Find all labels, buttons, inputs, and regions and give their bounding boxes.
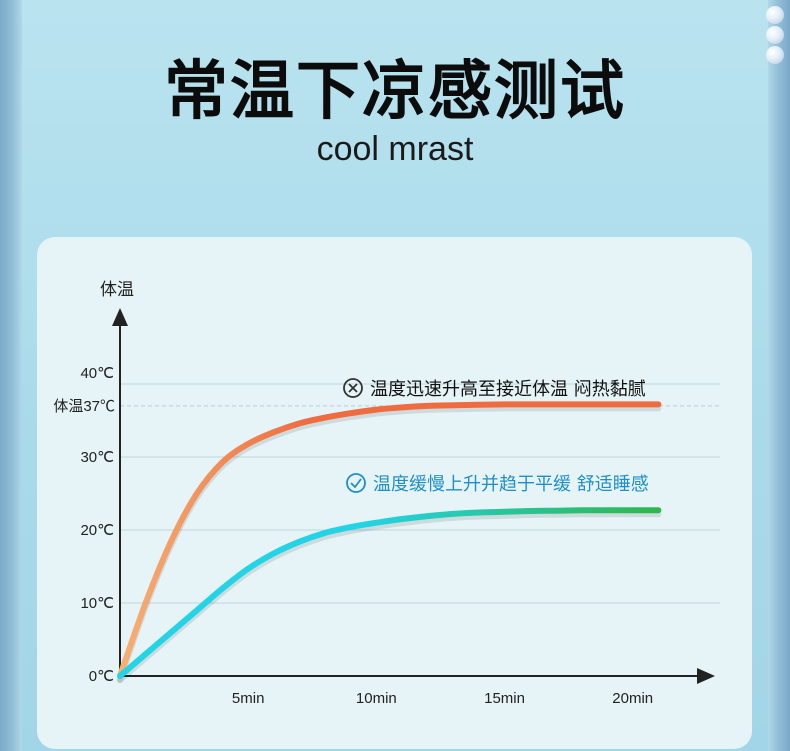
cross-circle-icon [343, 378, 363, 398]
series-line-normal [117, 401, 662, 679]
x-tick-label: 5min [232, 690, 265, 707]
check-circle-icon [346, 473, 366, 493]
check-mark-icon [350, 478, 362, 489]
x-tick-label: 15min [484, 690, 525, 707]
annotation-cool: 温度缓慢上升并趋于平缓 舒适睡感 [346, 473, 649, 495]
page-title: 常温下凉感测试 [164, 55, 626, 129]
bead-icon [766, 6, 784, 24]
y-tick-label: 20℃ [80, 522, 114, 539]
right-edge-decoration [768, 0, 790, 751]
y-tick-label: 30℃ [80, 449, 114, 466]
reference-line-label: 体温37℃ [53, 398, 115, 415]
y-tick-label: 40℃ [80, 365, 114, 382]
x-tick-label: 10min [356, 690, 397, 707]
annotation-normal: 温度迅速升高至接近体温 闷热黏腻 [343, 378, 646, 400]
y-tick-label: 0℃ [89, 668, 114, 685]
series-lines [117, 401, 662, 683]
series-shadow-cool [117, 511, 662, 683]
left-edge-decoration [0, 0, 22, 751]
x-tick-label: 20min [612, 690, 653, 707]
bead-icon [766, 46, 784, 64]
page-subtitle: cool mrast [316, 130, 474, 168]
series-shadow-normal [117, 405, 662, 683]
y-axis-label: 体温 [100, 280, 134, 300]
chart-card [37, 237, 752, 749]
y-tick-label: 10℃ [80, 595, 114, 612]
cross-mark-icon [348, 383, 358, 393]
y-tick-labels: 0℃ 10℃ 20℃ 30℃ 40℃ [80, 365, 114, 685]
x-tick-labels: 5min 10min 15min 20min [232, 690, 653, 707]
bead-decoration [766, 4, 788, 66]
series-line-cool [117, 507, 662, 679]
annotation-normal-text: 温度迅速升高至接近体温 闷热黏腻 [370, 379, 646, 400]
bead-icon [766, 26, 784, 44]
annotation-cool-text: 温度缓慢上升并趋于平缓 舒适睡感 [373, 474, 649, 495]
